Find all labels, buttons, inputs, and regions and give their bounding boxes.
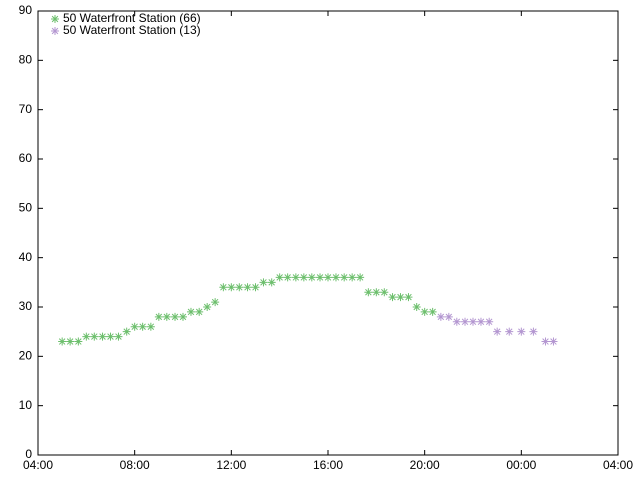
point: [364, 288, 373, 297]
point: [541, 337, 550, 346]
point: [485, 317, 494, 326]
point: [114, 332, 123, 341]
point: [203, 303, 212, 311]
point: [505, 327, 514, 336]
point: [340, 273, 349, 282]
y-tick-label: 60: [19, 151, 33, 165]
point: [138, 322, 147, 331]
point: [461, 317, 470, 326]
point: [380, 288, 389, 297]
point: [324, 273, 332, 282]
point: [444, 312, 453, 321]
y-tick-label: 20: [19, 349, 33, 363]
point: [66, 337, 75, 346]
point: [404, 293, 413, 302]
point: [267, 278, 276, 287]
point: [275, 273, 284, 282]
point: [146, 322, 155, 331]
point: [227, 283, 236, 292]
point: [283, 273, 292, 282]
point: [412, 303, 421, 311]
point: [251, 283, 260, 292]
y-tick-label: 30: [19, 299, 33, 313]
point: [130, 322, 139, 331]
point: [171, 312, 180, 321]
point: [452, 317, 461, 326]
legend-marker: [51, 27, 59, 35]
x-tick-label: 16:00: [313, 458, 343, 472]
point: [211, 298, 220, 307]
point: [396, 293, 405, 302]
y-tick-label: 0: [25, 447, 32, 461]
y-tick-label: 70: [19, 102, 33, 116]
point: [291, 273, 300, 282]
point: [549, 337, 558, 346]
point: [493, 327, 502, 336]
y-tick-label: 40: [19, 250, 33, 264]
y-tick-label: 10: [19, 398, 33, 412]
point: [179, 312, 187, 321]
point: [356, 273, 365, 282]
point: [517, 327, 526, 336]
y-tick-label: 90: [19, 3, 33, 17]
point: [195, 307, 204, 316]
point: [74, 337, 83, 346]
point: [90, 332, 99, 341]
point: [316, 273, 325, 282]
x-tick-label: 00:00: [506, 458, 536, 472]
point: [469, 317, 477, 326]
point: [299, 273, 308, 282]
point: [122, 327, 131, 336]
x-tick-label: 04:00: [23, 458, 53, 472]
point: [58, 337, 67, 346]
point: [436, 312, 445, 321]
legend-label: 50 Waterfront Station (13): [63, 23, 201, 37]
point: [235, 283, 244, 292]
point: [219, 283, 228, 292]
point: [348, 273, 357, 282]
plot-frame: [37, 10, 619, 456]
point: [476, 317, 485, 326]
point: [331, 273, 340, 282]
point: [186, 307, 195, 316]
point: [529, 327, 538, 336]
legend-label: 50 Waterfront Station (66): [63, 11, 201, 25]
y-tick-label: 50: [19, 201, 33, 215]
point: [162, 312, 171, 321]
x-tick-label: 04:00: [603, 458, 633, 472]
point: [98, 332, 107, 341]
x-tick-label: 08:00: [120, 458, 150, 472]
point: [428, 307, 437, 316]
point: [243, 283, 252, 292]
point: [372, 288, 381, 297]
point: [307, 273, 316, 282]
legend-marker: [51, 15, 59, 23]
point: [106, 332, 115, 341]
point: [82, 332, 91, 341]
x-tick-label: 12:00: [216, 458, 246, 472]
point: [420, 307, 429, 316]
point: [388, 293, 397, 302]
x-tick-label: 20:00: [410, 458, 440, 472]
point: [259, 278, 268, 287]
point: [154, 312, 163, 321]
y-tick-label: 80: [19, 53, 33, 67]
